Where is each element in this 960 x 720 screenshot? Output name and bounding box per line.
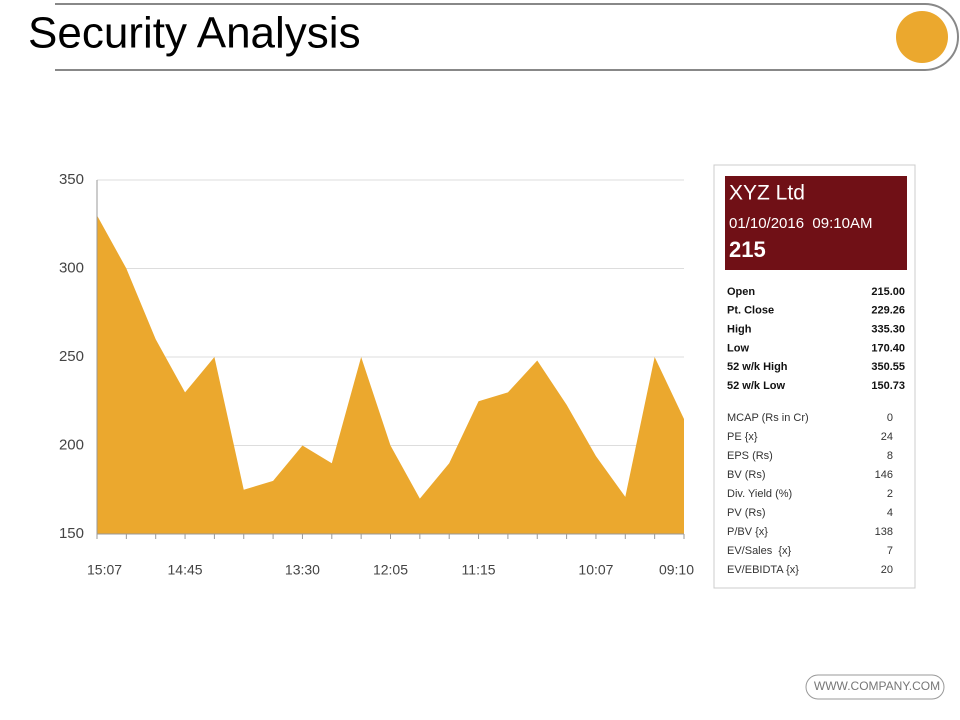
stat-value: 215.00 (871, 286, 905, 298)
y-tick-label: 300 (59, 259, 84, 276)
stat-label: High (727, 324, 752, 336)
y-tick-label: 150 (59, 525, 84, 542)
x-tick-label: 09:10 (659, 562, 694, 578)
ratio-value: 0 (887, 412, 893, 424)
ratio-label: PV (Rs) (727, 507, 766, 519)
ratio-label: Div. Yield (%) (727, 488, 792, 500)
quote-box (725, 176, 907, 270)
x-tick-label: 11:15 (462, 562, 496, 578)
ratio-value: 20 (881, 564, 893, 576)
ratio-label: PE {x} (727, 431, 758, 443)
quote-datetime: 01/10/2016 09:10AM (729, 215, 872, 232)
stat-value: 150.73 (871, 380, 905, 392)
y-tick-label: 200 (59, 436, 84, 453)
stat-label: 52 w/k Low (727, 380, 786, 392)
stat-value: 335.30 (871, 324, 905, 336)
ratio-label: MCAP (Rs in Cr) (727, 412, 809, 424)
y-tick-label: 250 (59, 348, 84, 365)
area (97, 215, 684, 534)
stat-label: Open (727, 286, 755, 298)
slide-title: Security Analysis (28, 9, 361, 58)
x-tick-label: 10:07 (578, 562, 613, 578)
x-tick-label: 12:05 (373, 562, 408, 578)
quote-price: 215 (729, 237, 766, 262)
ratio-label: P/BV {x} (727, 526, 768, 538)
ratio-value: 146 (875, 469, 893, 481)
stat-value: 170.40 (871, 342, 905, 354)
ratio-value: 24 (881, 431, 893, 443)
footer-url: WWW.COMPANY.COM (814, 679, 940, 693)
ratio-label: EV/EBIDTA {x} (727, 564, 799, 576)
stat-label: 52 w/k High (727, 361, 788, 373)
x-tick-label: 14:45 (168, 562, 203, 578)
ratio-value: 7 (887, 545, 893, 557)
header-frame (55, 3, 959, 71)
stat-value: 350.55 (871, 361, 905, 373)
header-dot (896, 11, 948, 63)
y-tick-label: 350 (59, 171, 84, 188)
ratio-label: BV (Rs) (727, 469, 766, 481)
stat-value: 229.26 (871, 305, 905, 317)
stat-label: Pt. Close (727, 305, 774, 317)
ratio-value: 4 (887, 507, 893, 519)
ratio-value: 8 (887, 450, 893, 462)
company-name: XYZ Ltd (729, 182, 805, 205)
footer-frame (805, 674, 945, 700)
ratio-value: 138 (875, 526, 893, 538)
ratio-label: EPS (Rs) (727, 450, 773, 462)
ratio-value: 2 (887, 488, 893, 500)
x-tick-label: 13:30 (285, 562, 320, 578)
x-tick-label: 15:07 (87, 562, 122, 578)
stat-label: Low (727, 342, 749, 354)
ratio-label: EV/Sales {x} (727, 545, 792, 557)
